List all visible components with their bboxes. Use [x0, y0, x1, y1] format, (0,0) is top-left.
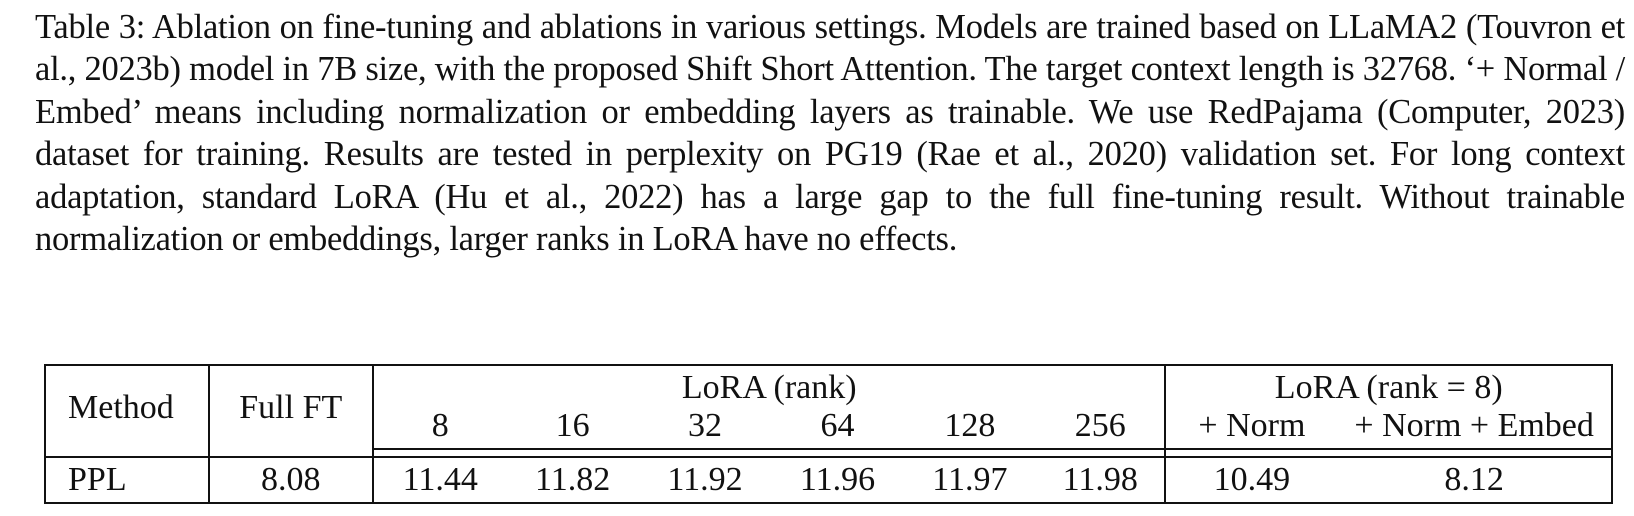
ablation-table: Method Full FT LoRA (rank) LoRA (rank = … — [44, 364, 1613, 504]
header-rank-8: 8 — [374, 406, 507, 450]
header-norm: + Norm — [1166, 406, 1338, 450]
header-rank-32: 32 — [638, 406, 772, 450]
header-method: Method — [44, 364, 210, 450]
header-lora-rank-8: LoRA (rank = 8) — [1166, 364, 1613, 406]
cell-rank-64: 11.96 — [771, 456, 904, 504]
table-caption: Table 3: Ablation on fine-tuning and abl… — [35, 8, 1625, 259]
row-spacer — [44, 450, 1613, 456]
header-rank-128: 128 — [903, 406, 1037, 450]
header-full-ft: Full FT — [209, 364, 374, 450]
cell-rank-256: 11.98 — [1036, 456, 1167, 504]
cell-rank-8: 11.44 — [374, 456, 507, 504]
cell-rank-32: 11.92 — [638, 456, 772, 504]
row-label-ppl: PPL — [44, 456, 210, 504]
header-norm-embed: + Norm + Embed — [1337, 406, 1613, 450]
cell-norm-embed: 8.12 — [1337, 456, 1613, 504]
header-row-1: Method Full FT LoRA (rank) LoRA (rank = … — [44, 364, 1613, 450]
header-rank-256: 256 — [1036, 406, 1167, 450]
header-lora-rank: LoRA (rank) — [374, 364, 1167, 406]
table-row: PPL 8.08 11.44 11.82 11.92 11.96 11.97 1… — [44, 456, 1613, 504]
header-rank-64: 64 — [771, 406, 904, 450]
cell-full-ft: 8.08 — [209, 456, 374, 504]
cell-rank-128: 11.97 — [903, 456, 1037, 504]
cell-rank-16: 11.82 — [506, 456, 639, 504]
cell-norm: 10.49 — [1166, 456, 1338, 504]
header-rank-16: 16 — [506, 406, 639, 450]
header-row-2: 8 16 32 64 128 256 + Norm + Norm + Embed — [44, 406, 1613, 450]
